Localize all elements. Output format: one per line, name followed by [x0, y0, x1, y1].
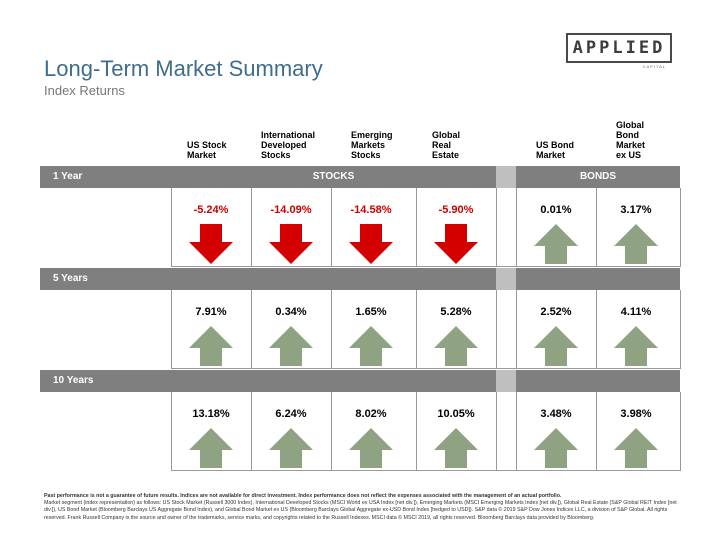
return-value: 5.28%: [440, 306, 472, 318]
period-label: 10 Years: [53, 375, 94, 386]
up-arrow-icon: [269, 428, 313, 468]
period-band: 1 Year STOCKS BONDS: [40, 166, 680, 188]
disclosure-text: Market segment (index representation) as…: [44, 500, 677, 521]
column-header: Global Bond Market ex US: [616, 120, 646, 160]
down-arrow-icon: [434, 224, 478, 264]
return-value: -14.58%: [350, 204, 392, 216]
row-divider: [171, 470, 681, 471]
up-arrow-icon: [189, 428, 233, 468]
cell-divider: [596, 290, 597, 368]
band-divider: [496, 370, 516, 392]
up-arrow-icon: [349, 428, 393, 468]
up-arrow-icon: [534, 326, 578, 366]
return-value: 3.98%: [620, 408, 652, 420]
return-value: 1.65%: [355, 306, 387, 318]
period-label: 1 Year: [53, 171, 83, 182]
column-header: US Bond Market: [536, 140, 574, 160]
up-arrow-icon: [434, 428, 478, 468]
return-value: 7.91%: [195, 306, 227, 318]
cell-divider: [171, 188, 172, 266]
up-arrow-icon: [534, 428, 578, 468]
row-divider: [171, 368, 681, 369]
return-value: 13.18%: [192, 408, 230, 420]
cell-divider: [680, 188, 681, 266]
column-header: Global Real Estate: [432, 130, 461, 160]
return-value: -5.24%: [193, 204, 229, 216]
cell-divider: [251, 290, 252, 368]
return-value: 3.48%: [540, 408, 572, 420]
return-value: -5.90%: [438, 204, 474, 216]
return-value: 0.01%: [540, 204, 572, 216]
cell-divider: [416, 188, 417, 266]
return-value: 0.34%: [275, 306, 307, 318]
period-band: 10 Years: [40, 370, 680, 392]
band-divider: [496, 268, 516, 290]
cell-divider: [251, 392, 252, 470]
row-divider: [171, 266, 681, 267]
return-value: 10.05%: [437, 408, 475, 420]
up-arrow-icon: [614, 428, 658, 468]
cell-divider: [516, 188, 517, 266]
cell-divider: [680, 290, 681, 368]
cell-divider: [416, 290, 417, 368]
cell-divider: [331, 290, 332, 368]
cell-divider: [496, 290, 497, 368]
bonds-group-label: BONDS: [579, 171, 617, 182]
cell-divider: [680, 392, 681, 470]
cell-divider: [331, 188, 332, 266]
down-arrow-icon: [269, 224, 313, 264]
page-title: Long-Term Market Summary: [44, 56, 323, 81]
cell-divider: [596, 188, 597, 266]
column-header: Emerging Markets Stocks: [351, 130, 393, 160]
cell-divider: [171, 392, 172, 470]
cell-divider: [516, 392, 517, 470]
down-arrow-icon: [349, 224, 393, 264]
logo-wordmark: APPLIED: [566, 33, 672, 63]
return-value: 8.02%: [355, 408, 387, 420]
cell-divider: [416, 392, 417, 470]
up-arrow-icon: [349, 326, 393, 366]
cell-divider: [496, 188, 497, 266]
down-arrow-icon: [189, 224, 233, 264]
page-subtitle: Index Returns: [44, 83, 125, 98]
logo-subtext: CAPITAL: [642, 64, 666, 69]
return-value: -14.09%: [270, 204, 312, 216]
up-arrow-icon: [614, 326, 658, 366]
cell-divider: [516, 290, 517, 368]
band-divider: [496, 166, 516, 188]
up-arrow-icon: [614, 224, 658, 264]
period-band: 5 Years: [40, 268, 680, 290]
cell-divider: [171, 290, 172, 368]
column-header: US Stock Market: [187, 140, 227, 160]
column-header: International Developed Stocks: [261, 130, 316, 160]
disclosure-footnote: Past performance is not a guarantee of f…: [44, 493, 684, 522]
return-value: 2.52%: [540, 306, 572, 318]
stocks-group-label: STOCKS: [312, 171, 355, 182]
period-label: 5 Years: [53, 273, 88, 284]
cell-divider: [251, 188, 252, 266]
disclosure-bold: Past performance is not a guarantee of f…: [44, 493, 562, 499]
return-value: 3.17%: [620, 204, 652, 216]
up-arrow-icon: [434, 326, 478, 366]
up-arrow-icon: [534, 224, 578, 264]
cell-divider: [596, 392, 597, 470]
up-arrow-icon: [269, 326, 313, 366]
return-value: 4.11%: [620, 306, 652, 318]
applied-capital-logo: APPLIED CAPITAL: [566, 33, 672, 69]
cell-divider: [496, 392, 497, 470]
return-value: 6.24%: [275, 408, 307, 420]
cell-divider: [331, 392, 332, 470]
up-arrow-icon: [189, 326, 233, 366]
